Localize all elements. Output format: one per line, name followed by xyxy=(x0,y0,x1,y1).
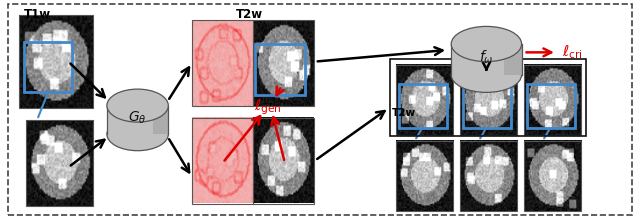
Bar xyxy=(24,42,72,92)
Bar xyxy=(253,20,314,106)
Bar xyxy=(460,65,517,135)
Bar xyxy=(527,84,575,128)
Text: $\ell_{\mathrm{cri}}$: $\ell_{\mathrm{cri}}$ xyxy=(562,44,582,61)
Bar xyxy=(192,20,253,106)
Bar xyxy=(107,106,168,134)
Bar xyxy=(255,44,305,95)
Ellipse shape xyxy=(451,26,522,62)
Text: $\ell_{\mathrm{gen}}$: $\ell_{\mathrm{gen}}$ xyxy=(253,97,282,117)
Ellipse shape xyxy=(107,118,168,151)
Bar xyxy=(192,118,253,204)
Bar xyxy=(153,106,168,134)
Text: $f_{\omega}$: $f_{\omega}$ xyxy=(479,48,493,66)
Bar xyxy=(26,120,93,206)
Bar xyxy=(390,59,586,136)
Bar xyxy=(399,84,447,128)
Bar xyxy=(460,141,517,211)
Text: T1w: T1w xyxy=(24,8,51,21)
Bar xyxy=(524,65,581,135)
Bar xyxy=(253,118,314,204)
Text: $G_{\theta}$: $G_{\theta}$ xyxy=(129,110,147,126)
Bar xyxy=(396,65,453,135)
Bar xyxy=(504,44,522,75)
Bar xyxy=(396,141,453,211)
Text: T2w: T2w xyxy=(236,8,262,21)
Text: T2w: T2w xyxy=(392,108,416,118)
Bar xyxy=(524,141,581,211)
Ellipse shape xyxy=(107,89,168,122)
Bar xyxy=(19,15,93,108)
Bar xyxy=(451,44,522,75)
Ellipse shape xyxy=(451,57,522,92)
Bar xyxy=(463,84,511,128)
